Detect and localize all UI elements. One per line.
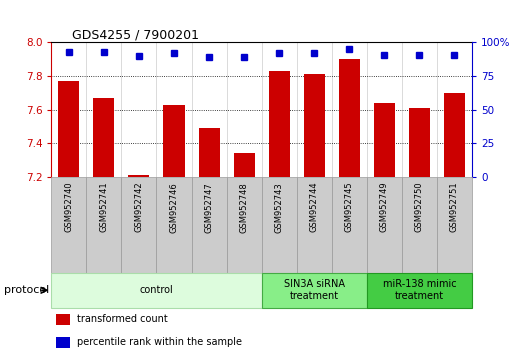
Text: GSM952751: GSM952751: [450, 182, 459, 233]
FancyBboxPatch shape: [156, 177, 191, 273]
Text: GSM952750: GSM952750: [415, 182, 424, 233]
Bar: [374, 103, 395, 177]
Bar: [444, 93, 465, 177]
FancyBboxPatch shape: [297, 177, 332, 273]
Text: GSM952740: GSM952740: [64, 182, 73, 233]
FancyBboxPatch shape: [262, 273, 367, 308]
FancyBboxPatch shape: [262, 177, 297, 273]
Text: GSM952749: GSM952749: [380, 182, 389, 233]
Text: GSM952747: GSM952747: [205, 182, 213, 233]
FancyBboxPatch shape: [367, 177, 402, 273]
FancyBboxPatch shape: [227, 177, 262, 273]
Bar: [269, 71, 290, 177]
Text: GSM952742: GSM952742: [134, 182, 144, 233]
Text: GDS4255 / 7900201: GDS4255 / 7900201: [72, 28, 200, 41]
FancyBboxPatch shape: [402, 177, 437, 273]
Text: SIN3A siRNA
treatment: SIN3A siRNA treatment: [284, 279, 345, 301]
Bar: [55, 314, 70, 325]
Text: GSM952744: GSM952744: [310, 182, 319, 233]
Text: GSM952746: GSM952746: [169, 182, 179, 233]
Bar: [55, 337, 70, 348]
Bar: [233, 154, 254, 177]
Text: GSM952741: GSM952741: [100, 182, 108, 233]
Bar: [339, 59, 360, 177]
Bar: [128, 175, 149, 177]
Text: percentile rank within the sample: percentile rank within the sample: [76, 337, 242, 348]
FancyBboxPatch shape: [51, 177, 86, 273]
Bar: [199, 128, 220, 177]
Bar: [58, 81, 80, 177]
FancyBboxPatch shape: [437, 177, 472, 273]
Text: transformed count: transformed count: [76, 314, 167, 325]
Bar: [93, 98, 114, 177]
FancyBboxPatch shape: [51, 273, 262, 308]
FancyBboxPatch shape: [332, 177, 367, 273]
FancyBboxPatch shape: [367, 273, 472, 308]
FancyBboxPatch shape: [191, 177, 227, 273]
Text: GSM952748: GSM952748: [240, 182, 249, 233]
Bar: [409, 108, 430, 177]
Text: miR-138 mimic
treatment: miR-138 mimic treatment: [383, 279, 456, 301]
FancyBboxPatch shape: [122, 177, 156, 273]
Bar: [164, 105, 185, 177]
FancyBboxPatch shape: [86, 177, 122, 273]
Text: control: control: [140, 285, 173, 295]
Bar: [304, 74, 325, 177]
Text: GSM952743: GSM952743: [274, 182, 284, 233]
Text: GSM952745: GSM952745: [345, 182, 354, 233]
Text: protocol: protocol: [4, 285, 50, 295]
